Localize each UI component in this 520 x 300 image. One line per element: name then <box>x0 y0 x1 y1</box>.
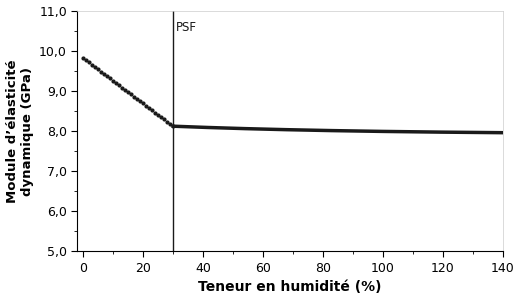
X-axis label: Teneur en humidité (%): Teneur en humidité (%) <box>198 280 382 294</box>
Text: PSF: PSF <box>176 21 197 34</box>
Y-axis label: Module d’élasticité
dynamique (GPa): Module d’élasticité dynamique (GPa) <box>6 59 34 203</box>
